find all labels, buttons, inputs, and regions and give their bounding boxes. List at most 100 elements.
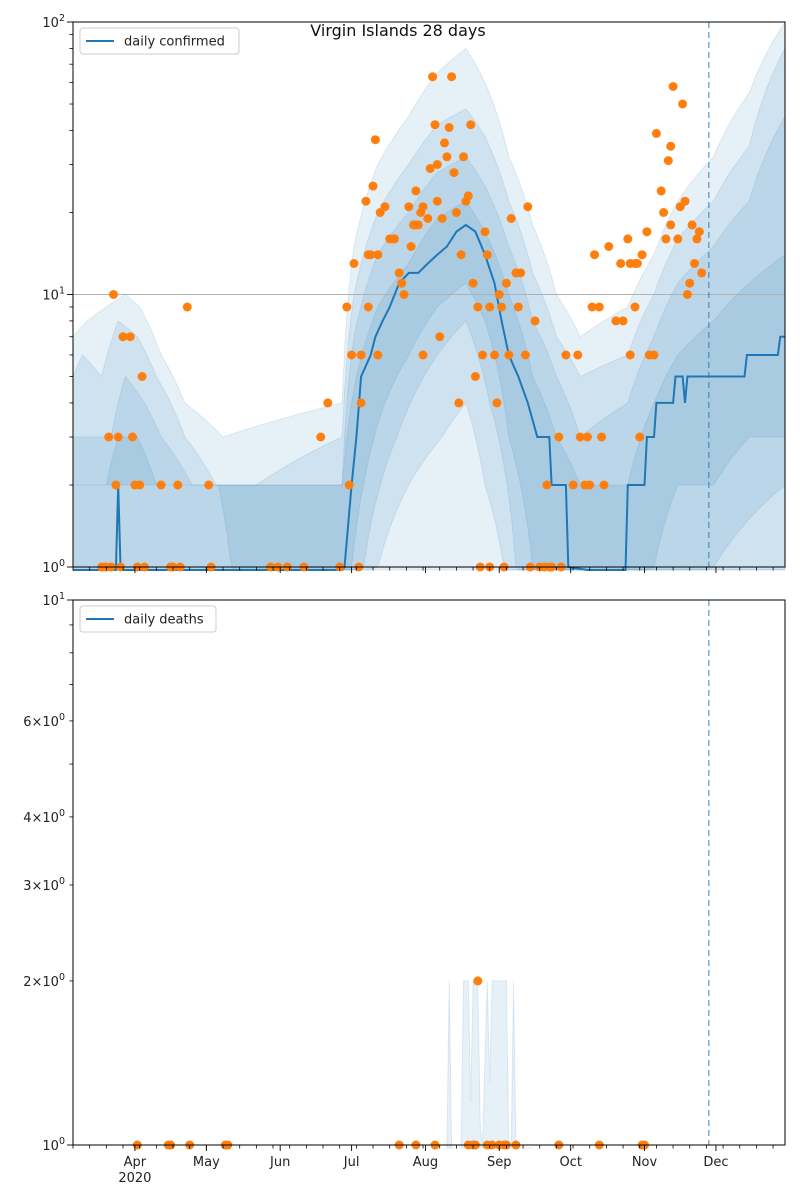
observed-point (459, 152, 468, 162)
observed-point (637, 250, 647, 260)
x-tick-label: May (193, 1155, 220, 1170)
y-axis: 100 101 102 (42, 13, 73, 576)
observed-point (449, 168, 459, 178)
observed-point (451, 208, 461, 217)
x-tick-label: Apr (124, 1155, 147, 1170)
observed-point (347, 350, 357, 360)
observed-point (516, 268, 526, 278)
observed-point (694, 227, 704, 237)
observed-point (692, 234, 702, 244)
observed-point (373, 250, 383, 260)
observed-point (494, 290, 504, 299)
observed-point (504, 350, 514, 360)
observed-point (182, 302, 192, 312)
observed-point (582, 432, 592, 442)
chart-title: Virgin Islands 28 days (310, 21, 485, 40)
observed-point (680, 196, 690, 206)
observed-point (373, 350, 383, 360)
observed-point (137, 372, 147, 381)
observed-point (473, 976, 483, 986)
observed-point (663, 156, 673, 166)
observed-point (466, 120, 476, 130)
observed-point (554, 432, 564, 442)
observed-point (118, 332, 128, 342)
observed-points (97, 72, 707, 572)
observed-point (604, 242, 614, 251)
observed-point (344, 480, 354, 490)
observed-point (573, 350, 583, 360)
observed-point (442, 152, 452, 162)
legend-box (79, 27, 240, 55)
observed-point (666, 220, 676, 230)
observed-point (380, 202, 390, 212)
observed-point (520, 350, 530, 360)
observed-point (363, 302, 373, 312)
y-tick-label: 101 (42, 591, 65, 609)
observed-point (690, 259, 699, 268)
observed-point (666, 141, 676, 151)
observed-point (480, 227, 490, 237)
observed-point (542, 480, 552, 490)
observed-point (687, 220, 697, 230)
observed-point (435, 332, 445, 342)
observed-point (599, 480, 609, 490)
observed-point (444, 123, 454, 132)
observed-point (623, 234, 633, 244)
observed-point (575, 432, 585, 442)
observed-point (616, 259, 626, 268)
observed-point (404, 202, 414, 212)
observed-point (135, 480, 145, 490)
x-tick-label: Dec (703, 1155, 728, 1170)
observed-point (111, 480, 121, 490)
observed-point (418, 202, 428, 212)
observed-point (482, 250, 492, 260)
observed-point (568, 480, 578, 490)
observed-point (109, 290, 118, 299)
legend: daily deaths (79, 605, 217, 633)
y-minor-tick-label: 3×100 (23, 876, 65, 894)
observed-point (473, 302, 483, 312)
observed-point (673, 234, 683, 244)
observed-point (682, 290, 692, 299)
observed-point (668, 82, 678, 91)
observed-point (128, 432, 137, 442)
observed-point (356, 350, 366, 360)
confidence-bands (72, 20, 786, 571)
observed-point (468, 278, 478, 288)
x-tick-label: Sep (487, 1155, 512, 1170)
observed-point (625, 350, 635, 360)
observed-point (437, 214, 447, 223)
observed-point (635, 432, 645, 442)
observed-point (478, 350, 488, 360)
observed-point (618, 316, 628, 326)
y-minor-tick-label: 4×100 (23, 808, 65, 826)
observed-point (370, 135, 380, 145)
legend: daily confirmed (79, 27, 240, 55)
observed-point (394, 268, 404, 278)
observed-point (463, 191, 473, 201)
x-axis-ticks (72, 567, 774, 573)
y-tick-label: 100 (42, 1136, 65, 1154)
observed-point (423, 214, 433, 223)
observed-point (361, 196, 371, 206)
x-tick-label: Oct (559, 1155, 581, 1170)
y-minor-tick-label: 2×100 (23, 972, 65, 990)
x-tick-label: Aug (413, 1155, 438, 1170)
y-tick-label: 100 (42, 558, 65, 576)
observed-point (649, 350, 659, 360)
observed-point (113, 432, 123, 442)
y-tick-label: 101 (42, 286, 65, 304)
legend-label: daily confirmed (124, 35, 225, 50)
observed-point (430, 120, 440, 130)
y-tick-label: 102 (42, 13, 65, 31)
observed-point (342, 302, 352, 312)
observed-point (368, 181, 378, 191)
observed-point (611, 316, 621, 326)
observed-point (587, 302, 597, 312)
observed-point (390, 234, 399, 244)
observed-point (513, 302, 523, 312)
observed-point (659, 208, 669, 217)
observed-point (523, 202, 533, 212)
